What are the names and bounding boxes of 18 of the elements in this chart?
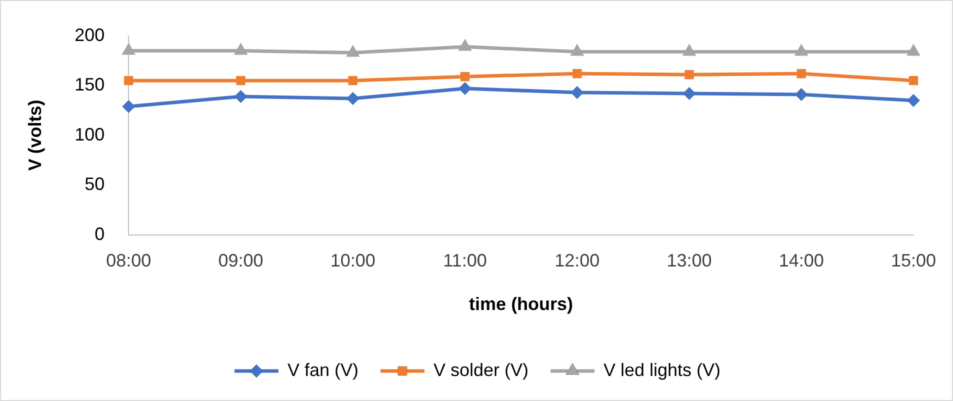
y-tick-label: 0 [94, 224, 105, 244]
x-tick-label: 10:00 [330, 250, 376, 271]
y-tick-label: 150 [74, 74, 105, 95]
x-tick-label: 11:00 [443, 250, 487, 271]
y-axis-title: V (volts) [24, 100, 45, 171]
legend-label: V solder (V) [433, 360, 529, 380]
legend-label: V led lights (V) [604, 360, 721, 380]
x-tick-label: 12:00 [554, 250, 600, 271]
x-tick-label: 09:00 [218, 250, 264, 271]
x-tick-label: 08:00 [106, 250, 152, 271]
x-tick-label: 14:00 [778, 250, 824, 271]
y-tick-label: 100 [74, 124, 105, 144]
y-tick-label: 200 [74, 24, 105, 45]
y-tick-label: 50 [84, 174, 105, 194]
x-tick-label: 15:00 [890, 250, 936, 271]
legend-label: V fan (V) [287, 360, 358, 380]
x-tick-label: 13:00 [666, 250, 712, 271]
x-axis-title: time (hours) [469, 294, 574, 314]
